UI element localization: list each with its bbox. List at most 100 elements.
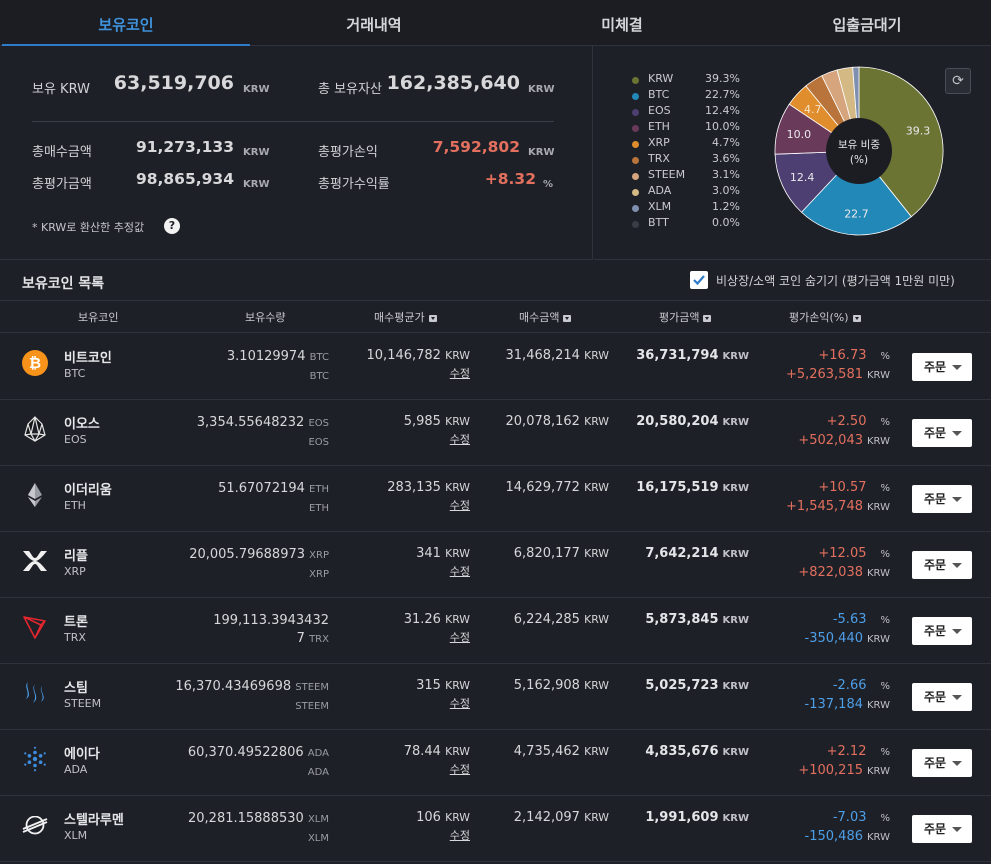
eval-amount: 7,642,214 KRW: [645, 546, 749, 561]
edit-avg-price-link[interactable]: 수정: [449, 763, 470, 776]
estimate-note: * KRW로 환산한 추정값: [32, 221, 145, 234]
legend-swatch: [632, 173, 639, 180]
qty-unit: TRX: [309, 634, 329, 645]
qty-unit: ADA: [307, 748, 329, 759]
tab-unfilled[interactable]: 미체결: [601, 16, 643, 34]
qty-value: 3.10129974: [226, 349, 306, 364]
coin-name[interactable]: 스팀: [64, 681, 88, 696]
edit-avg-price-link[interactable]: 수정: [449, 499, 470, 512]
tab-deposit-withdraw-pending[interactable]: 입출금대기: [832, 16, 902, 34]
coin-name[interactable]: 스텔라루멘: [64, 813, 124, 828]
help-icon[interactable]: ?: [164, 218, 180, 234]
sort-icon[interactable]: [703, 314, 712, 322]
edit-avg-price-link[interactable]: 수정: [449, 631, 470, 644]
sort-icon[interactable]: [852, 314, 861, 322]
profit-rate: +16.73%: [818, 348, 890, 363]
order-dropdown-button[interactable]: 주문: [912, 749, 972, 777]
profit-loss-amount: -137,184 KRW: [805, 697, 890, 712]
order-dropdown-button[interactable]: 주문: [912, 683, 972, 711]
buy-amount: 5,162,908 KRW: [514, 678, 609, 693]
coin-name[interactable]: 비트코인: [64, 351, 112, 366]
col-buy-amount-label: 매수금액: [519, 311, 560, 324]
krw-unit: KRW: [584, 547, 609, 560]
order-dropdown-button[interactable]: 주문: [912, 617, 972, 645]
table-row[interactable]: ₿ 비트코인 BTC 3.10129974 BTC BTC 10,146,782 KRW 수…: [0, 334, 991, 400]
legend-value: 10.0%: [705, 120, 740, 133]
edit-avg-price-link[interactable]: 수정: [449, 697, 470, 710]
table-row[interactable]: 이오스 EOS 3,354.55648232 EOS EOS 5,985 KRW 수정 20…: [0, 400, 991, 466]
order-dropdown-button[interactable]: 주문: [912, 485, 972, 513]
coin-name[interactable]: 트론: [64, 615, 88, 630]
avg-value: 78.44: [403, 744, 441, 759]
table-row[interactable]: 이더리움 ETH 51.67072194 ETH ETH 283,135 KRW 수정 14…: [0, 466, 991, 532]
profit-loss-amount: +1,545,748 KRW: [786, 499, 890, 514]
pct-unit: %: [880, 615, 890, 626]
coin-name[interactable]: 리플: [64, 549, 88, 564]
cardano-icon: [22, 746, 48, 772]
order-dropdown-button[interactable]: 주문: [912, 551, 972, 579]
pie-slice-btc[interactable]: [800, 150, 912, 236]
total-eval-unit: KRW: [243, 179, 270, 190]
qty-unit: XRP: [309, 569, 329, 580]
legend-swatch: [632, 109, 639, 116]
coin-quantity: 20,005.79688973 XRP XRP: [189, 546, 329, 584]
coin-name[interactable]: 에이다: [64, 747, 100, 762]
hide-small-coins-checkbox[interactable]: [690, 271, 708, 289]
avg-value: 106: [416, 810, 441, 825]
table-row[interactable]: 스텔라루멘 XLM 20,281.15888530 XLM XLM 106 KRW 수정 2…: [0, 796, 991, 862]
refresh-icon[interactable]: ⟳: [945, 68, 971, 94]
hide-small-coins-label[interactable]: 비상장/소액 코인 숨기기 (평가금액 1만원 미만): [716, 274, 955, 288]
col-profit-loss[interactable]: 평가손익(%): [789, 309, 861, 325]
edit-avg-price-link[interactable]: 수정: [449, 367, 470, 380]
buy-value: 2,142,097: [513, 810, 580, 825]
pl-value: -137,184: [804, 697, 863, 712]
table-row[interactable]: 리플 XRP 20,005.79688973 XRP XRP 341 KRW 수정 6,82…: [0, 532, 991, 598]
edit-avg-price-link[interactable]: 수정: [449, 433, 470, 446]
order-dropdown-button[interactable]: 주문: [912, 419, 972, 447]
pie-slice-label: 22.7: [844, 207, 869, 220]
table-row[interactable]: 에이다 ADA 60,370.49522806 ADA ADA 78.44 KRW 수정 4…: [0, 730, 991, 796]
qty-value: 60,370.49522806: [187, 745, 304, 760]
sort-icon[interactable]: [563, 314, 572, 322]
rate-value: -7.03: [832, 810, 867, 825]
krw-unit: KRW: [584, 415, 609, 428]
coin-quantity: 199,113.3943432 7 TRX: [213, 612, 329, 649]
krw-unit: KRW: [243, 84, 270, 95]
rate-value: +2.12: [826, 744, 867, 759]
tab-holdings[interactable]: 보유코인: [2, 0, 250, 47]
pl-value: +100,215: [798, 763, 863, 778]
krw-unit: KRW: [867, 436, 890, 447]
col-buy-amount[interactable]: 매수금액: [519, 309, 572, 325]
pct-unit: %: [880, 417, 890, 428]
order-dropdown-button[interactable]: 주문: [912, 815, 972, 843]
col-avg-price[interactable]: 매수평균가: [374, 309, 437, 325]
table-row[interactable]: 스팀 STEEM 16,370.43469698 STEEM STEEM 315 KRW…: [0, 664, 991, 730]
legend-value: 3.6%: [712, 152, 740, 165]
coin-quantity: 60,370.49522806 ADA ADA: [188, 744, 329, 782]
total-assets-unit: KRW: [528, 84, 555, 95]
pie-slice-krw[interactable]: [858, 66, 944, 218]
coin-symbol: TRX: [64, 631, 86, 644]
order-dropdown-button[interactable]: 주문: [912, 353, 972, 381]
edit-avg-price-link[interactable]: 수정: [449, 565, 470, 578]
legend-swatch: [632, 93, 639, 100]
coin-name[interactable]: 이오스: [64, 417, 100, 432]
krw-unit: KRW: [722, 351, 749, 362]
avg-value: 5,985: [403, 414, 441, 429]
legend-label: BTT: [648, 216, 669, 229]
pct-unit: %: [880, 351, 890, 362]
edit-avg-price-link[interactable]: 수정: [449, 829, 470, 842]
pie-center-label: 보유 비중: [838, 139, 880, 151]
holdings-list-title: 보유코인 목록: [22, 276, 105, 292]
table-row[interactable]: 트론 TRX 199,113.3943432 7 TRX 31.26 KRW 수정 6,22…: [0, 598, 991, 664]
tab-history[interactable]: 거래내역: [346, 16, 402, 34]
coin-name[interactable]: 이더리움: [64, 483, 112, 498]
coin-quantity: 3.10129974 BTC BTC: [227, 348, 329, 386]
sort-icon[interactable]: [428, 314, 437, 322]
qty-value: 20,281.15888530: [188, 811, 304, 826]
col-eval-amount[interactable]: 평가금액: [659, 309, 712, 325]
svg-text:₿: ₿: [29, 354, 41, 372]
legend-swatch: [632, 77, 639, 84]
avg-buy-price: 283,135 KRW: [387, 480, 470, 495]
coin-quantity: 51.67072194 ETH ETH: [218, 480, 329, 518]
